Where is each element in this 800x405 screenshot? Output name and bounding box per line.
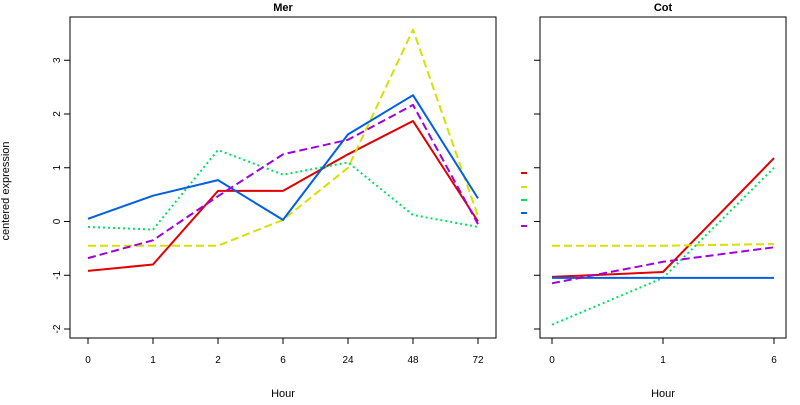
mer-x-tick-label: 24 [342,355,354,366]
cot-x-tick-label: 0 [549,355,555,366]
cot-series-line-2 [552,243,775,247]
mer-y-tick-label: 1 [52,165,63,171]
mer-y-tick-label: -2 [52,324,63,333]
mer-x-axis-label: Hour [271,388,295,400]
mer-series-line-5 [87,103,479,260]
cot-x-axis-label: Hour [651,388,675,400]
mer-y-tick-label: 3 [52,57,63,63]
cot-plot-frame [539,16,787,339]
cot-title: Cot [654,2,673,14]
series-color-keys [521,172,527,227]
mer-series-line-1 [87,120,479,272]
cot-series-line-1 [551,157,775,278]
cot-x-tick-label: 1 [660,355,666,366]
mer-panel: -2 -1 0 1 2 3 0 1 2 6 24 48 72 [52,16,497,366]
mer-series-line-2 [88,28,479,247]
mer-y-tick-label: 0 [52,218,63,224]
cot-x-tick-label: 6 [771,355,777,366]
mer-x-tick-label: 6 [280,355,286,366]
mer-x-tick-label: 48 [407,355,419,366]
mer-x-tick-label: 72 [472,355,484,366]
mer-plot-frame [69,16,497,339]
cot-panel: 0 1 6 [534,16,787,366]
mer-y-tick-label: 2 [52,111,63,117]
mer-title: Mer [273,2,293,14]
mer-series-line-4 [87,94,479,221]
mer-x-tick-label: 2 [215,355,221,366]
cot-series-line-5 [551,246,775,285]
mer-series-line-3 [87,149,479,231]
y-axis-label: centered expression [0,141,12,240]
mer-x-tick-label: 1 [150,355,156,366]
mer-y-tick-label: -1 [52,270,63,279]
mer-x-tick-label: 0 [85,355,91,366]
